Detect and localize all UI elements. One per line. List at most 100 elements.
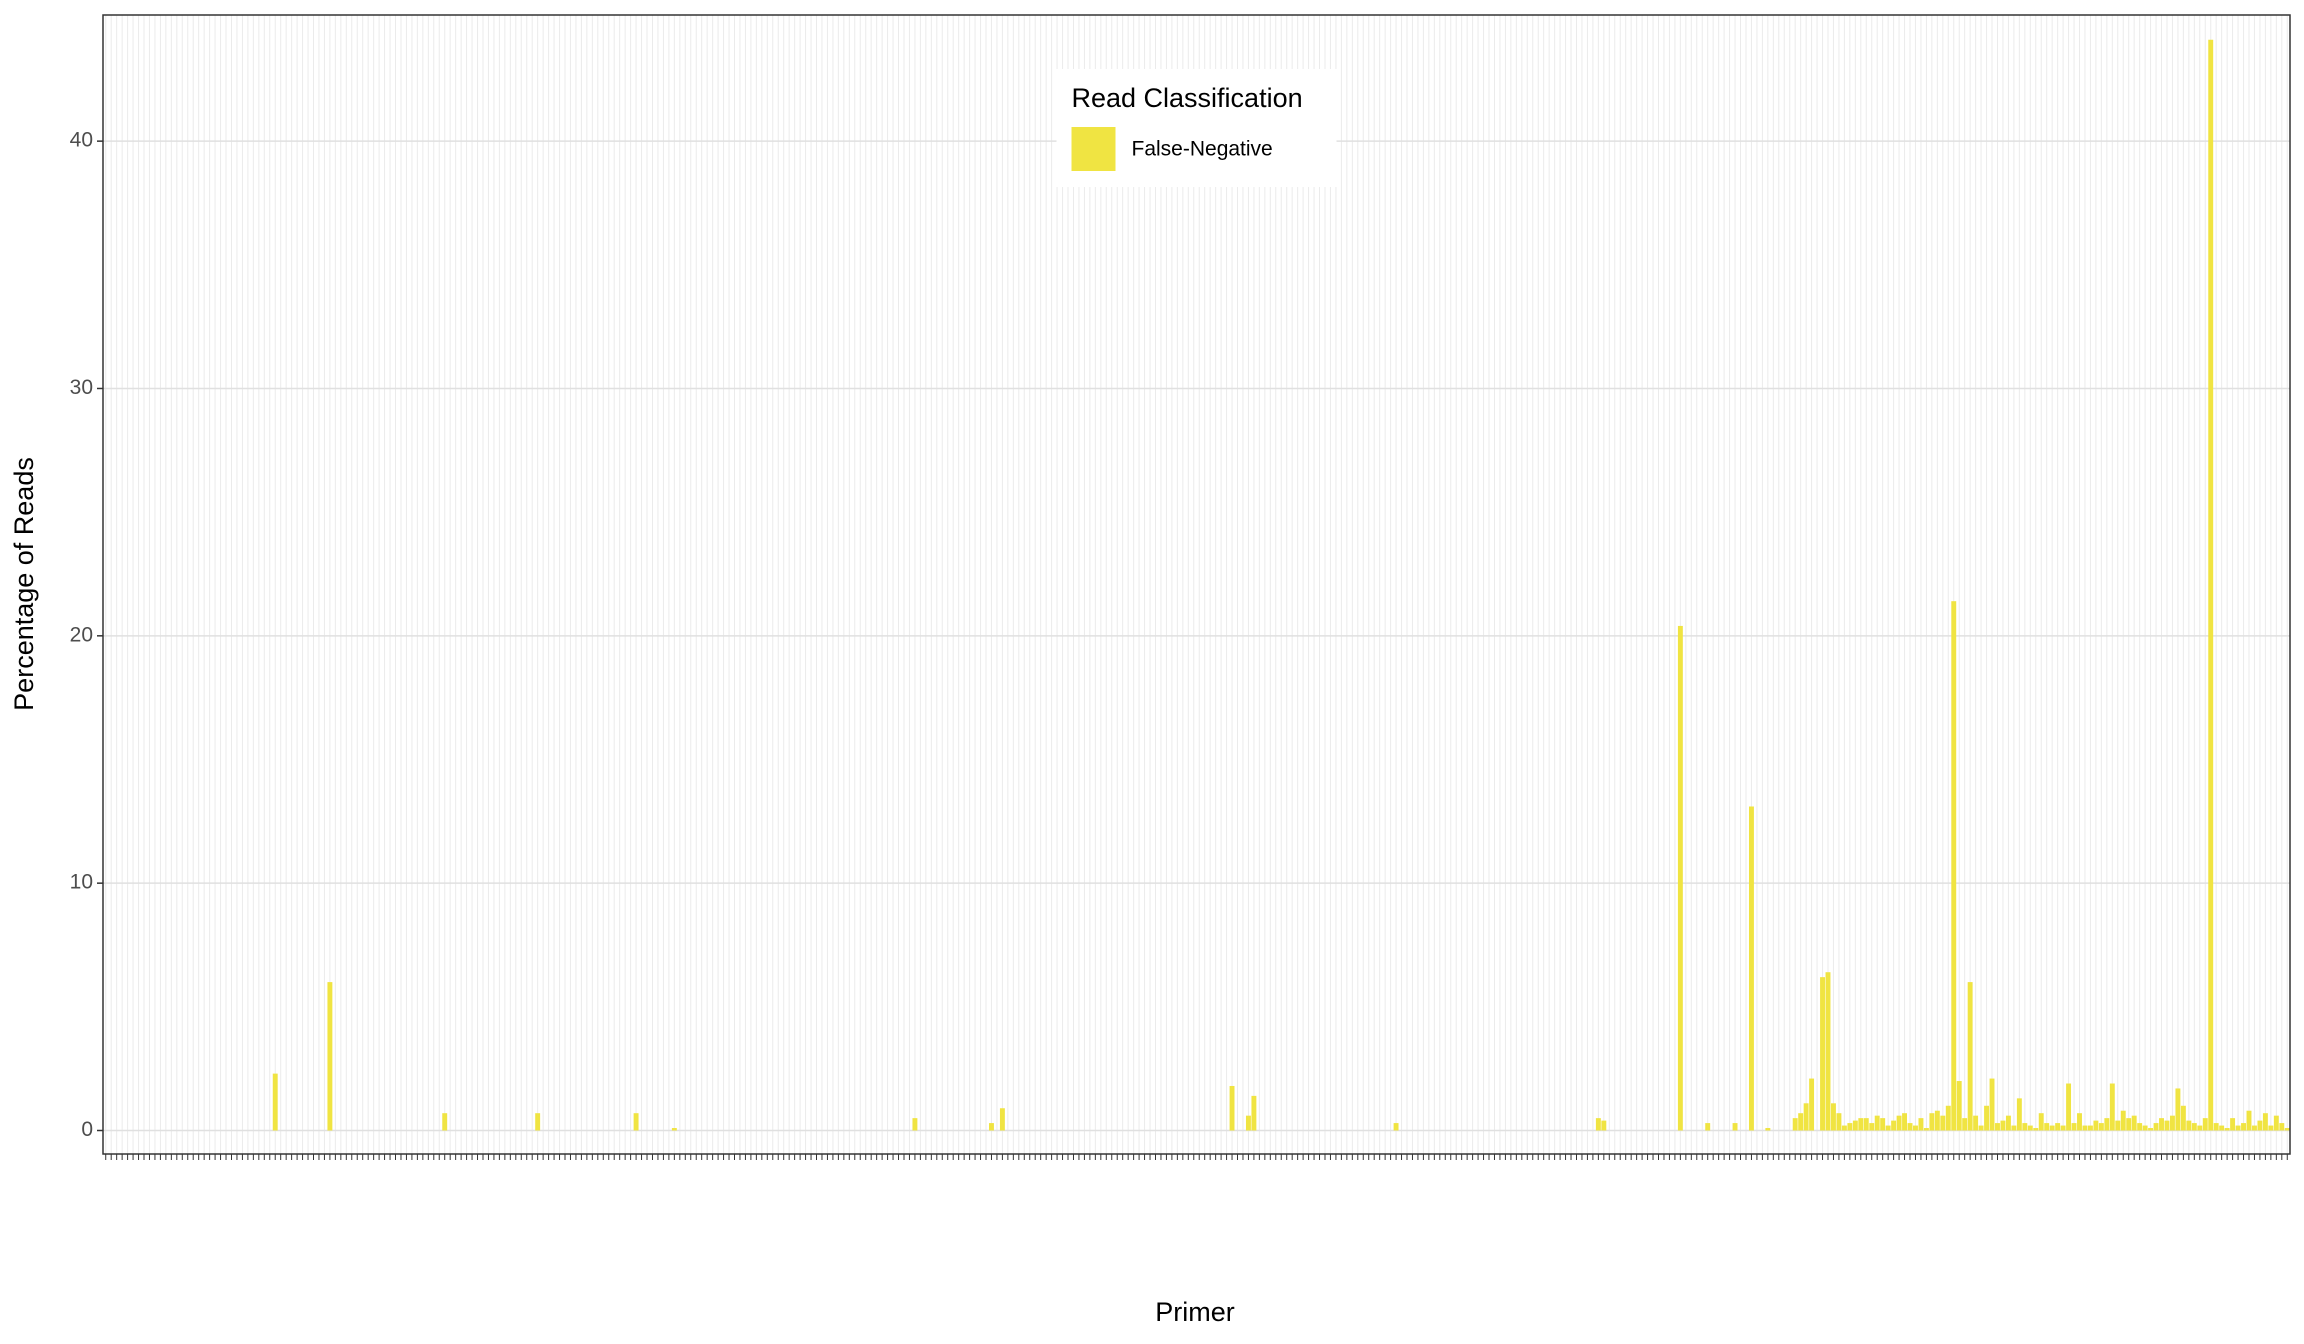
bar: [2230, 1118, 2236, 1131]
y-tick-label: 20: [70, 623, 93, 646]
bar: [2153, 1123, 2159, 1131]
bar: [1902, 1113, 1908, 1131]
bar: [2159, 1118, 2164, 1131]
bar: [1951, 601, 1957, 1131]
bar: [2169, 1115, 2175, 1131]
bar: [2131, 1115, 2137, 1131]
bar: [989, 1123, 994, 1131]
bar: [1885, 1125, 1891, 1131]
bar: [1825, 972, 1831, 1131]
bar: [1940, 1115, 1946, 1131]
bar: [2066, 1083, 2072, 1131]
bar: [2186, 1120, 2192, 1131]
bar: [671, 1128, 677, 1131]
bar: [2224, 1128, 2230, 1131]
bar: [912, 1118, 918, 1131]
bar: [2219, 1125, 2225, 1131]
bar: [1978, 1125, 1984, 1131]
bar: [2208, 39, 2214, 1131]
bar: [2202, 1118, 2208, 1131]
bar: [1880, 1118, 1886, 1131]
bar: [2148, 1128, 2154, 1131]
bar: [1841, 1125, 1847, 1131]
x-axis-title: Primer: [1155, 1297, 1235, 1327]
bar: [1251, 1095, 1257, 1131]
bar: [1934, 1110, 1940, 1131]
bar: [1995, 1123, 2000, 1131]
bar: [2284, 1128, 2290, 1131]
bar: [1863, 1118, 1869, 1131]
bar: [1891, 1120, 1897, 1131]
bar: [1229, 1085, 1235, 1131]
bar: [633, 1113, 639, 1131]
bar: [2273, 1115, 2279, 1131]
plot-border: [102, 14, 2291, 1155]
bar: [1705, 1123, 1711, 1131]
bar: [1852, 1120, 1858, 1131]
bar: [2180, 1105, 2186, 1131]
bar: [2126, 1118, 2132, 1131]
bar: [1792, 1118, 1798, 1131]
bar: [1847, 1123, 1853, 1131]
bar: [1984, 1105, 1990, 1131]
bar: [2235, 1125, 2241, 1131]
bar: [2060, 1125, 2066, 1131]
y-tick-label: 0: [81, 1118, 93, 1141]
bar: [1677, 625, 1683, 1131]
bar: [1945, 1105, 1951, 1131]
bar: [1803, 1103, 1809, 1131]
bar: [1896, 1115, 1902, 1131]
bar: [2115, 1120, 2121, 1131]
bar: [2071, 1123, 2077, 1131]
bar: [2213, 1123, 2219, 1131]
bar: [2257, 1120, 2263, 1131]
bar: [442, 1113, 448, 1131]
bar: [1962, 1118, 1968, 1131]
bar: [2241, 1123, 2246, 1131]
bar: [2055, 1123, 2061, 1131]
bar: [2137, 1123, 2143, 1131]
bar: [1907, 1123, 1913, 1131]
bar: [2252, 1125, 2257, 1131]
bar: [2120, 1110, 2126, 1131]
bar: [1831, 1103, 1836, 1131]
y-tick-label: 10: [70, 871, 93, 894]
bar: [2022, 1123, 2028, 1131]
bar: [2082, 1125, 2088, 1131]
bar: [2087, 1125, 2093, 1131]
bar: [1858, 1118, 1864, 1131]
bar: [1918, 1118, 1924, 1131]
bar: [2093, 1120, 2099, 1131]
bar: [1748, 806, 1754, 1131]
bar: [1929, 1113, 1935, 1131]
bar: [2175, 1088, 2181, 1131]
bar: [2044, 1123, 2050, 1131]
bar: [2164, 1120, 2170, 1131]
bar: [1923, 1128, 1929, 1131]
bar: [1874, 1115, 1880, 1131]
bar: [327, 982, 333, 1131]
bar: [2246, 1110, 2252, 1131]
bar: [535, 1113, 541, 1131]
bar: [2038, 1113, 2044, 1131]
bar: [2033, 1128, 2039, 1131]
bar: [1601, 1120, 1607, 1131]
bar: [1973, 1115, 1979, 1131]
legend-title: Read Classification: [1072, 83, 1303, 113]
bar: [2016, 1098, 2022, 1131]
bar: [1989, 1078, 1995, 1131]
bar: [1820, 977, 1825, 1131]
bar: [1245, 1115, 1251, 1131]
bar: [2268, 1125, 2274, 1131]
y-axis-title: Percentage of Reads: [9, 457, 39, 711]
bar: [1595, 1118, 1601, 1131]
bar: [1798, 1113, 1804, 1131]
bar: [2000, 1120, 2006, 1131]
bar: [2049, 1125, 2055, 1131]
bar: [1967, 982, 1973, 1131]
y-tick-label: 40: [70, 129, 93, 152]
bar: [2005, 1115, 2011, 1131]
bar: [2104, 1118, 2110, 1131]
